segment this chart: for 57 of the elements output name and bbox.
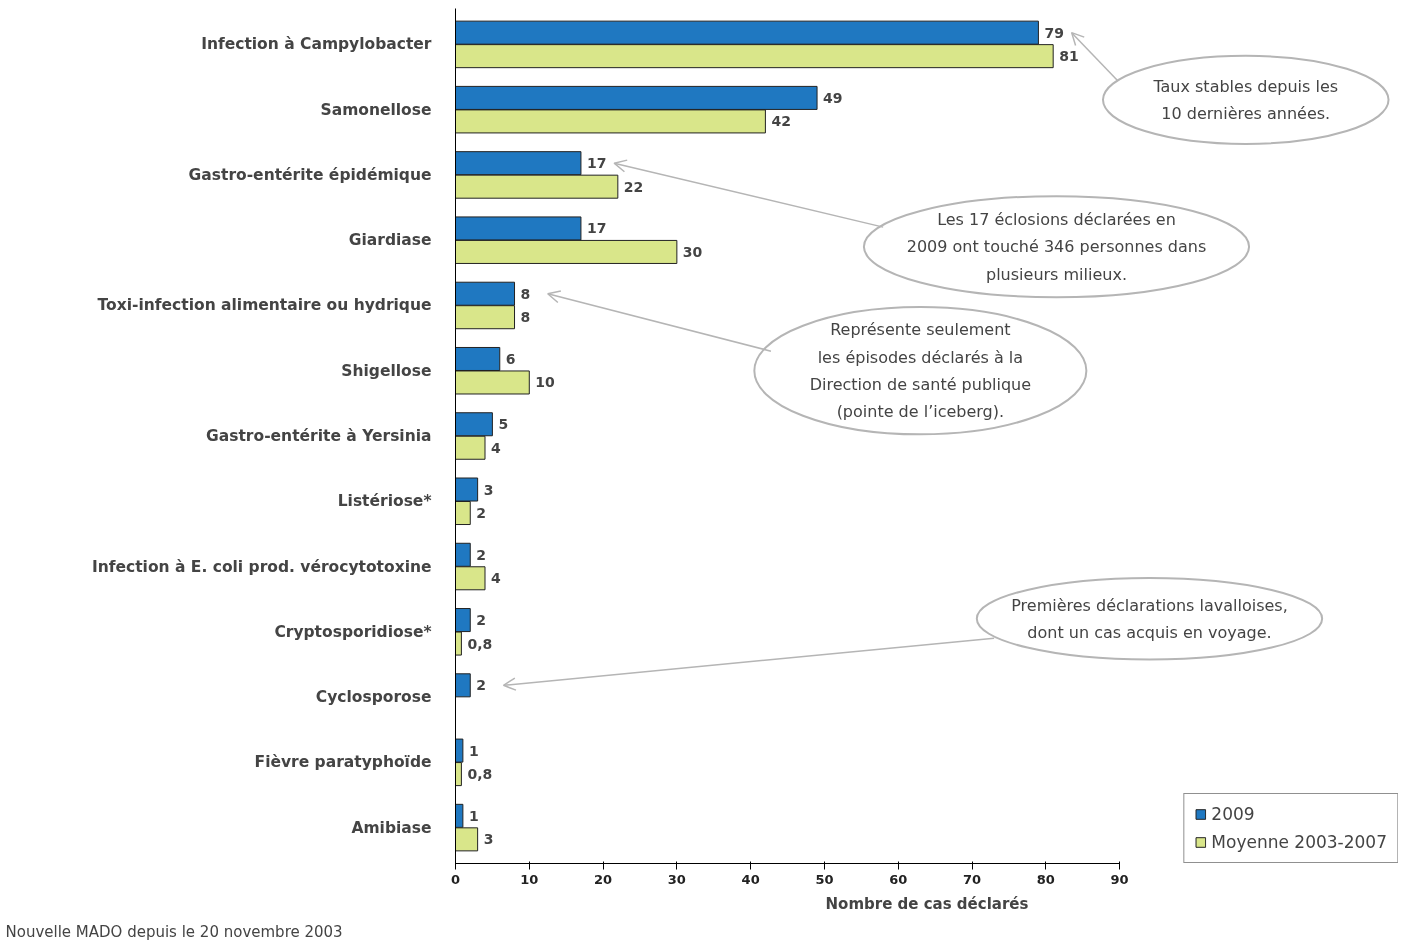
x-tick-label: 0 xyxy=(450,871,461,887)
data-label: 2 xyxy=(476,546,487,563)
data-label: 1 xyxy=(468,742,479,759)
y-tick-label: Infection à E. coli prod. vérocytotoxine xyxy=(91,557,432,576)
x-tick-label: 60 xyxy=(889,871,908,887)
y-tick-label: Shigellose xyxy=(341,361,432,380)
x-tick-label: 20 xyxy=(594,871,613,887)
y-tick-label: Gastro-entérite à Yersinia xyxy=(206,427,432,445)
x-tick-label: 90 xyxy=(1110,871,1129,887)
data-label: 4 xyxy=(491,570,502,587)
data-label: 49 xyxy=(823,89,843,106)
data-label: 2 xyxy=(476,677,487,694)
data-label: 6 xyxy=(505,350,516,367)
text: Nouvelle MADO depuis le 20 novembre 2003 xyxy=(5,922,343,941)
data-label: 0,8 xyxy=(467,766,493,783)
data-label: 17 xyxy=(586,220,607,237)
data-label: 42 xyxy=(771,113,791,130)
y-tick-label: Fièvre paratyphoïde xyxy=(254,753,432,772)
y-tick-label: Toxi-infection alimentaire ou hydrique xyxy=(97,296,432,315)
data-label: 81 xyxy=(1059,48,1079,65)
x-tick-label: 80 xyxy=(1036,871,1055,887)
data-label: 22 xyxy=(623,178,644,195)
data-label: 3 xyxy=(483,831,494,848)
bar xyxy=(455,673,471,698)
data-label: 30 xyxy=(682,243,703,260)
annotation: Les 17 éclosions déclarées en 2009 ont touché 346 personnes dans plusieurs milieux. xyxy=(906,209,1207,284)
legend-label: 2009 xyxy=(1211,804,1255,824)
data-label: 1 xyxy=(468,807,479,824)
data-label: 3 xyxy=(483,481,494,498)
y-tick-label: Infection à Campylobacter xyxy=(201,35,432,54)
y-tick-label: Gastro-entérite épidémique xyxy=(188,165,432,184)
text: Taux stables depuis les 10 dernières années. xyxy=(1152,76,1339,124)
x-tick-label: 10 xyxy=(520,871,539,887)
x-tick-label: 50 xyxy=(815,871,834,887)
data-label: 79 xyxy=(1044,24,1064,41)
y-tick-label: Cryptosporidiose* xyxy=(274,622,432,641)
x-axis-title: Nombre de cas déclarés xyxy=(825,894,1029,913)
data-label: 2 xyxy=(476,505,487,522)
y-tick-label: Cyclosporose xyxy=(315,688,432,707)
y-tick-label: Samonellose xyxy=(320,100,432,119)
data-label: 8 xyxy=(520,285,531,302)
x-tick-label: 30 xyxy=(667,871,686,887)
annotation: Représente seulement les épisodes déclarés à la Direction de santé publique (pointe de l’iceberg). xyxy=(809,320,1032,422)
data-label: 10 xyxy=(535,374,556,391)
y-tick-label: Amibiase xyxy=(351,818,432,837)
data-label: 4 xyxy=(491,439,502,456)
data-label: 2 xyxy=(476,612,487,629)
legend-label: Moyenne 2003-2007 xyxy=(1211,832,1387,852)
data-label: 17 xyxy=(586,155,607,172)
data-label: 0,8 xyxy=(467,635,493,652)
data-label: 5 xyxy=(498,416,509,433)
annotation: Premières déclarations lavalloises, dont un cas acquis en voyage. xyxy=(1011,595,1288,642)
y-tick-label: Giardiase xyxy=(348,231,432,250)
x-tick-label: 70 xyxy=(962,871,982,887)
data-label: 8 xyxy=(520,309,531,326)
x-tick-label: 40 xyxy=(741,871,760,887)
y-tick-label: Listériose* xyxy=(337,492,432,511)
